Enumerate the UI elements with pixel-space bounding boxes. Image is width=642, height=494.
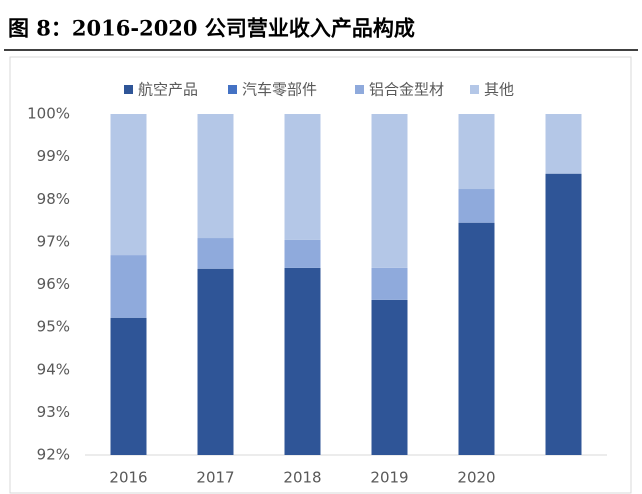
bar-segment <box>284 114 321 240</box>
x-tick-label: 2020 <box>457 469 495 487</box>
bar-segment <box>197 114 234 239</box>
bar-segment <box>458 189 495 223</box>
y-tick-label: 97% <box>37 232 70 250</box>
legend-label: 其他 <box>484 81 514 99</box>
bar-segment <box>371 114 408 268</box>
bar-segment <box>371 267 408 300</box>
bar-segment <box>110 255 147 318</box>
y-tick-label: 94% <box>37 360 70 378</box>
y-tick-label: 98% <box>37 190 70 208</box>
bar-segment <box>371 299 408 455</box>
bar-segment <box>110 114 147 256</box>
x-tick-label: 2017 <box>196 469 234 487</box>
bar-segment <box>545 114 582 174</box>
chart-frame <box>9 56 632 494</box>
bar-segment <box>110 317 147 455</box>
y-tick-label: 93% <box>37 403 70 421</box>
bar-segment <box>545 173 582 456</box>
bar-segment <box>458 114 495 190</box>
bar-segment <box>284 239 321 268</box>
legend-label: 汽车零部件 <box>242 81 317 99</box>
legend-swatch <box>470 85 479 94</box>
bar-segment <box>197 268 234 455</box>
legend-label: 航空产品 <box>138 81 198 99</box>
bar-segment <box>458 222 495 455</box>
bar-segment <box>284 267 321 455</box>
y-tick-label: 96% <box>37 275 70 293</box>
chart-title: 图 8：2016-2020 公司营业收入产品构成 <box>8 16 415 41</box>
legend-swatch <box>228 85 237 94</box>
y-tick-label: 92% <box>37 446 70 464</box>
x-tick-label: 2018 <box>283 469 321 487</box>
y-tick-label: 100% <box>27 105 70 123</box>
x-tick-label: 2019 <box>370 469 408 487</box>
legend-swatch <box>355 85 364 94</box>
y-tick-label: 99% <box>37 147 70 165</box>
y-tick-label: 95% <box>37 318 70 336</box>
legend-label: 铝合金型材 <box>369 81 444 99</box>
bar-segment <box>197 238 234 269</box>
x-tick-label: 2016 <box>109 469 147 487</box>
legend-swatch <box>124 85 133 94</box>
